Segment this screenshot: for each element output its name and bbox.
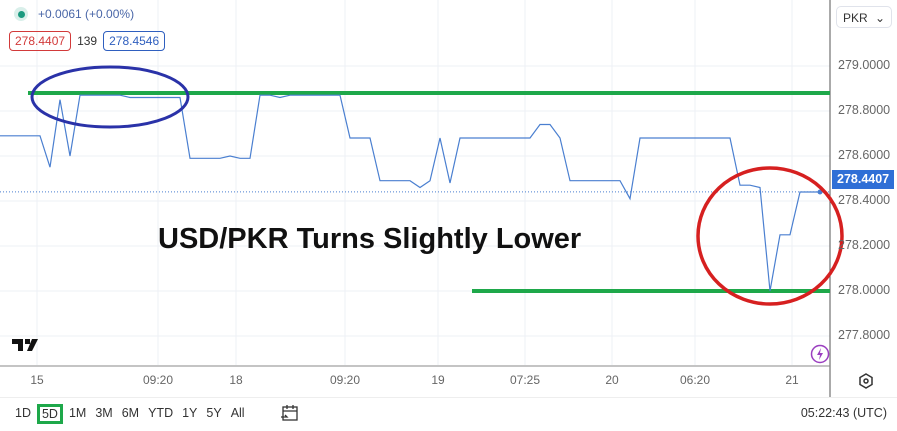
spread: 139 [77, 34, 98, 48]
x-tick-label: 09:20 [142, 373, 174, 387]
x-tick-label: 18 [229, 373, 243, 387]
x-tick-label: 09:20 [329, 373, 361, 387]
tradingview-logo-icon [12, 339, 38, 351]
clock: 05:22:43 (UTC) [800, 406, 887, 420]
highlight-ellipse [30, 65, 190, 129]
range-1d[interactable]: 1D [15, 406, 31, 420]
y-tick-label: 277.8000 [838, 328, 891, 342]
currency-select[interactable]: PKR ⌄ [836, 6, 892, 28]
chevron-down-icon: ⌄ [874, 11, 885, 25]
range-1y[interactable]: 1Y [182, 406, 198, 420]
settings-icon[interactable] [858, 373, 874, 389]
chart-title: USD/PKR Turns Slightly Lower [158, 223, 582, 255]
range-5d[interactable]: 5D [36, 404, 63, 424]
range-selector: 1D 5D 1M 3M 6M YTD 1Y 5Y All [12, 404, 251, 424]
range-3m[interactable]: 3M [95, 406, 113, 420]
ask-price[interactable]: 278.4546 [103, 31, 166, 51]
y-tick-label: 278.4000 [838, 193, 891, 207]
range-1m[interactable]: 1M [68, 406, 87, 420]
bid-ask: 278.4407 139 278.4546 [9, 31, 166, 51]
currency-value: PKR [843, 11, 868, 25]
bottom-toolbar [0, 397, 897, 431]
range-ytd[interactable]: YTD [148, 406, 174, 420]
legend: +0.0061 (+0.00%) [14, 7, 134, 21]
x-tick-label: 06:20 [679, 373, 711, 387]
price-series-line [0, 94, 820, 292]
range-5y[interactable]: 5Y [206, 406, 222, 420]
price-change: +0.0061 (+0.00%) [38, 7, 135, 21]
range-6m[interactable]: 6M [121, 406, 140, 420]
last-point-marker [817, 189, 823, 195]
bid-price[interactable]: 278.4407 [9, 31, 72, 51]
range-all[interactable]: All [230, 406, 245, 420]
y-tick-label: 278.2000 [838, 238, 891, 252]
x-tick-label: 21 [785, 373, 799, 387]
market-status-icon [14, 7, 28, 21]
y-tick-label: 278.6000 [838, 148, 891, 162]
y-tick-label: 278.0000 [838, 283, 891, 297]
y-tick-label: 278.8000 [838, 103, 891, 117]
x-tick-label: 20 [605, 373, 619, 387]
current-price-tag: 278.4407 [832, 170, 895, 189]
y-tick-label: 279.0000 [838, 58, 891, 72]
lightning-icon[interactable] [810, 344, 830, 364]
x-tick-label: 07:25 [509, 373, 541, 387]
highlight-circle [696, 166, 844, 306]
price-chart[interactable] [0, 0, 897, 397]
date-range-icon[interactable] [280, 403, 300, 423]
x-tick-label: 19 [431, 373, 445, 387]
x-tick-label: 15 [30, 373, 44, 387]
